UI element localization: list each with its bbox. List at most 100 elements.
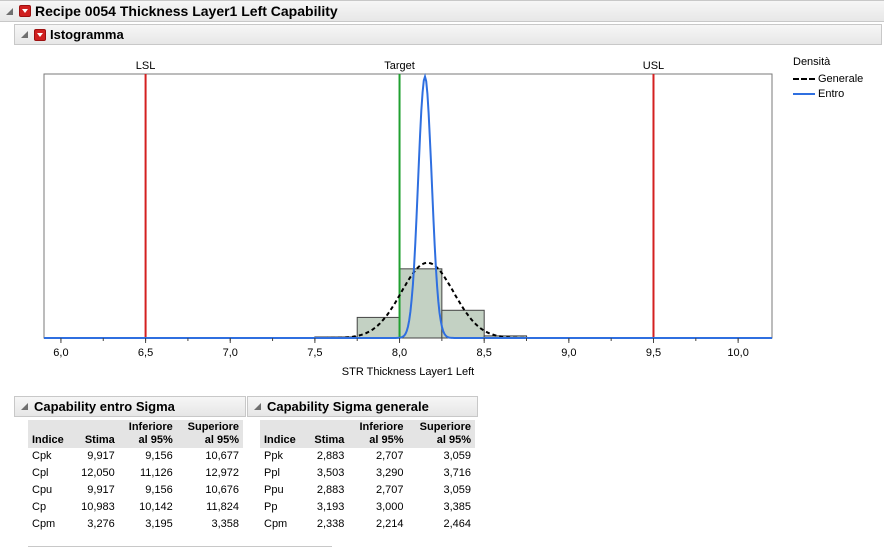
index-cell: Pp (264, 501, 278, 513)
value-cell: 3,193 (316, 501, 345, 513)
x-tick-label: 6,5 (138, 347, 153, 359)
table-row: Cpm 2,338 2,214 2,464 (260, 516, 475, 533)
table-row: Cpl 12,050 11,126 12,972 (28, 465, 243, 482)
histogram-bar (399, 268, 443, 339)
table-row: Ppk 2,883 2,707 3,059 (260, 448, 475, 465)
column-header: Inferiore al 95% (348, 420, 408, 448)
value-cell: 3,059 (443, 450, 471, 462)
value-cell: 3,195 (145, 518, 173, 530)
value-cell: 2,338 (316, 518, 345, 530)
histogram-bar (441, 309, 485, 339)
solid-line-swatch-icon (793, 92, 815, 95)
table-row: Ppl 3,503 3,290 3,716 (260, 465, 475, 482)
legend-title: Densità (793, 56, 831, 68)
spec-label-usl: USL (643, 60, 664, 72)
table-row: Cpk 9,917 9,156 10,677 (28, 448, 243, 465)
x-tick-label: 10,0 (727, 347, 748, 359)
value-cell: 2,214 (375, 518, 404, 530)
x-tick-label: 8,5 (477, 347, 492, 359)
column-header: Stima (72, 420, 119, 448)
value-cell: 9,917 (87, 450, 115, 462)
x-tick-label: 7,5 (307, 347, 322, 359)
collapse-triangle-icon[interactable] (6, 7, 13, 15)
density-curve-entro (44, 72, 772, 339)
column-header: Indice (260, 420, 306, 448)
table-row: Pp 3,193 3,000 3,385 (260, 499, 475, 516)
capability-overall-table: Indice Stima Inferiore al 95% Superiore al 95… (260, 420, 475, 533)
value-cell: 10,676 (205, 484, 239, 496)
value-cell: 9,156 (145, 450, 173, 462)
index-cell: Cpm (264, 518, 288, 530)
index-cell: Ppk (264, 450, 283, 462)
column-header: Inferiore al 95% (118, 420, 177, 448)
index-cell: Cpu (32, 484, 53, 496)
column-header: Superiore al 95% (407, 420, 475, 448)
table-row: Cpm 3,276 3,195 3,358 (28, 516, 243, 533)
table-row: Ppu 2,883 2,707 3,059 (260, 482, 475, 499)
table1-title: Capability entro Sigma (34, 399, 175, 414)
capability-overall-header: Capability Sigma generale (247, 396, 478, 417)
legend-label: Generale (818, 72, 864, 85)
value-cell: 3,716 (443, 467, 471, 479)
section-title: Istogramma (50, 27, 124, 42)
histogram-chart: LSL Target USL 6,0 6,5 7,0 7,5 8,0 8,5 9,0 9,5 10,0… (43, 60, 773, 378)
legend-item-generale: Generale (793, 71, 863, 86)
x-tick-label: 9,5 (646, 347, 661, 359)
value-cell: 2,464 (443, 518, 471, 530)
report-title: Recipe 0054 Thickness Layer1 Left Capabi… (35, 3, 338, 19)
capability-within-header: Capability entro Sigma (14, 396, 246, 417)
column-header: Superiore al 95% (176, 420, 243, 448)
value-cell: 2,883 (316, 484, 345, 496)
table2-collapse-triangle-icon[interactable] (254, 403, 261, 410)
column-header: Stima (305, 420, 349, 448)
value-cell: 11,126 (139, 467, 173, 479)
table-row: Cp 10,983 10,142 11,824 (28, 499, 243, 516)
capability-within-table: Indice Stima Inferiore al 95% Superiore al 95… (28, 420, 243, 533)
value-cell: 3,059 (443, 484, 471, 496)
table-header-row: Indice Stima Inferiore al 95% Superiore al 95… (260, 420, 475, 448)
value-cell: 12,972 (205, 467, 239, 479)
histogram-bar (356, 316, 401, 339)
column-header: Indice (28, 420, 73, 448)
x-tick-label: 6,0 (53, 347, 68, 359)
value-cell: 12,050 (81, 467, 115, 479)
legend-label: Entro (818, 87, 845, 100)
spec-label-target: Target (384, 60, 415, 72)
value-cell: 3,385 (443, 501, 471, 513)
x-tick-label: 8,0 (392, 347, 407, 359)
x-tick-label: 7,0 (223, 347, 238, 359)
index-cell: Cpm (32, 518, 56, 530)
histogram-section-bar: Istogramma (14, 24, 882, 45)
report-title-bar: Recipe 0054 Thickness Layer1 Left Capabi… (0, 0, 884, 22)
spec-label-lsl: LSL (136, 60, 156, 72)
index-cell: Cpl (32, 467, 49, 479)
value-cell: 9,156 (145, 484, 173, 496)
value-cell: 11,824 (206, 501, 239, 513)
section-red-triangle-menu-icon[interactable] (34, 28, 46, 41)
index-cell: Cpk (32, 450, 52, 462)
value-cell: 3,000 (375, 501, 404, 513)
density-legend: Densità Generale Entro (793, 56, 863, 101)
value-cell: 10,677 (205, 450, 239, 462)
value-cell: 10,142 (139, 501, 173, 513)
x-tick-label: 9,0 (561, 347, 576, 359)
value-cell: 3,290 (375, 467, 404, 479)
table-header-row: Indice Stima Inferiore al 95% Superiore al 95… (28, 420, 243, 448)
index-cell: Ppu (264, 484, 284, 496)
value-cell: 9,917 (87, 484, 115, 496)
table2-title: Capability Sigma generale (267, 399, 429, 414)
index-cell: Cp (32, 501, 47, 513)
value-cell: 3,358 (211, 518, 239, 530)
value-cell: 2,707 (375, 484, 404, 496)
value-cell: 3,276 (87, 518, 115, 530)
legend-item-entro: Entro (793, 86, 863, 101)
divider (28, 546, 332, 547)
red-triangle-menu-icon[interactable] (19, 5, 31, 17)
x-axis-label: STR Thickness Layer1 Left (342, 366, 474, 378)
index-cell: Ppl (264, 467, 280, 479)
table-row: Cpu 9,917 9,156 10,676 (28, 482, 243, 499)
value-cell: 2,707 (375, 450, 404, 462)
value-cell: 2,883 (316, 450, 345, 462)
section-collapse-triangle-icon[interactable] (21, 31, 28, 38)
table1-collapse-triangle-icon[interactable] (21, 403, 28, 410)
